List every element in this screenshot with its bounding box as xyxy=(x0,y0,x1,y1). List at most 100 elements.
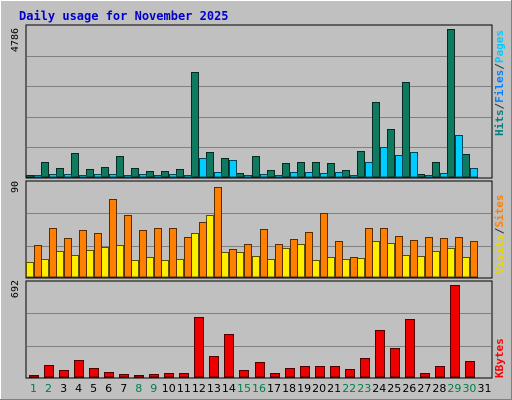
files-bar xyxy=(229,160,237,178)
hits-bar xyxy=(282,163,290,178)
hits-bar xyxy=(86,169,94,178)
kbytes-bar xyxy=(390,348,400,378)
sites-bar xyxy=(34,245,42,278)
sites-bar xyxy=(154,228,162,278)
visits-bar xyxy=(417,256,425,278)
hits-bar xyxy=(101,167,109,178)
visits-bar xyxy=(86,250,94,278)
visits-bar xyxy=(297,244,305,278)
visits-bar xyxy=(206,215,214,278)
x-tick-label: 4 xyxy=(75,382,82,395)
hits-bar xyxy=(432,162,440,178)
series-legend: KBytes xyxy=(493,338,506,378)
hits-bar xyxy=(327,163,335,178)
hits-bar xyxy=(71,153,79,178)
files-bar xyxy=(109,174,117,178)
files-bar xyxy=(199,158,207,178)
visits-bar xyxy=(327,257,335,278)
kbytes-bar xyxy=(149,374,159,378)
x-tick-label: 9 xyxy=(150,382,157,395)
visits-bar xyxy=(387,243,395,278)
files-bar xyxy=(124,175,132,178)
kbytes-bar xyxy=(239,370,249,378)
kbytes-bar xyxy=(315,366,325,378)
x-tick-label: 27 xyxy=(417,382,431,395)
sites-bar xyxy=(124,215,132,278)
hits-bar xyxy=(161,171,169,178)
sites-bar xyxy=(214,187,222,278)
kbytes-bar xyxy=(59,370,69,378)
kbytes-bar xyxy=(435,366,445,378)
hits-bar xyxy=(267,170,275,178)
x-tick-label: 10 xyxy=(162,382,176,395)
x-tick-label: 28 xyxy=(432,382,446,395)
series-legend: Visits/Sites xyxy=(493,195,506,275)
hits-bar xyxy=(297,162,305,178)
visits-bar xyxy=(116,245,124,278)
files-bar xyxy=(64,174,72,178)
sites-bar xyxy=(320,213,328,278)
x-tick-label: 7 xyxy=(120,382,127,395)
sites-bar xyxy=(335,241,343,278)
hits-axis-max-label: 4786 xyxy=(10,28,21,52)
x-tick-label: 8 xyxy=(135,382,142,395)
sites-bar xyxy=(380,228,388,278)
kbytes-bar xyxy=(405,319,415,378)
kbytes-bar xyxy=(119,374,129,378)
files-bar xyxy=(350,175,358,178)
hits-bar xyxy=(41,162,49,178)
legend-label: Files xyxy=(493,70,506,103)
files-bar xyxy=(425,175,433,178)
sites-bar xyxy=(184,237,192,278)
files-bar xyxy=(410,152,418,178)
hits-bar xyxy=(447,29,455,178)
visits-bar xyxy=(432,251,440,278)
x-tick-label: 3 xyxy=(60,382,67,395)
sites-bar xyxy=(305,232,313,278)
visits-bar xyxy=(402,255,410,278)
visits-axis-max-label: 90 xyxy=(10,181,21,193)
kbytes-bar xyxy=(179,373,189,378)
x-tick-label: 14 xyxy=(222,382,236,395)
kbytes-bar xyxy=(450,285,460,378)
hits-bar xyxy=(417,174,425,178)
sites-bar xyxy=(169,228,177,278)
legend-label: KBytes xyxy=(493,338,506,378)
kbytes-bar xyxy=(104,372,114,378)
visits-bar xyxy=(252,256,260,278)
hits-bar xyxy=(236,173,244,178)
sites-bar xyxy=(395,236,403,278)
legend-label: / xyxy=(493,103,506,110)
visits-bar xyxy=(282,248,290,278)
hits-bar xyxy=(357,151,365,178)
hits-bar xyxy=(462,154,470,178)
files-bar xyxy=(440,173,448,178)
hits-bar xyxy=(206,152,214,178)
hits-bar xyxy=(387,129,395,178)
x-tick-label: 13 xyxy=(207,382,221,395)
visits-bar xyxy=(41,259,49,278)
files-bar xyxy=(214,172,222,178)
x-tick-label: 5 xyxy=(90,382,97,395)
x-tick-label: 12 xyxy=(192,382,206,395)
files-bar xyxy=(184,175,192,178)
sites-bar xyxy=(94,233,102,278)
x-tick-label: 2 xyxy=(45,382,52,395)
kbytes-bar xyxy=(330,366,340,378)
kbytes-bar xyxy=(89,368,99,378)
kbytes-bar xyxy=(194,317,204,378)
x-tick-label: 15 xyxy=(237,382,251,395)
kbytes-bar xyxy=(345,369,355,378)
hits-bar xyxy=(372,102,380,178)
chart-panel xyxy=(25,24,493,179)
files-bar xyxy=(395,155,403,178)
x-tick-label: 20 xyxy=(312,382,326,395)
files-bar xyxy=(335,172,343,178)
hits-bar xyxy=(312,162,320,178)
x-tick-label: 31 xyxy=(477,382,491,395)
chart-panels xyxy=(25,24,493,379)
hits-bar xyxy=(56,168,64,178)
x-tick-label: 18 xyxy=(282,382,296,395)
hits-bar xyxy=(221,158,229,178)
